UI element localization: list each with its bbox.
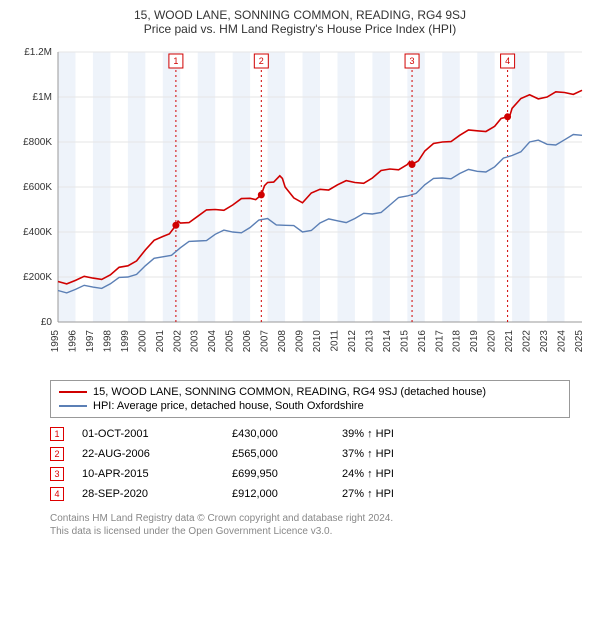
transaction-pct: 37% ↑ HPI bbox=[342, 448, 462, 460]
svg-text:2004: 2004 bbox=[207, 330, 218, 353]
svg-text:1998: 1998 bbox=[102, 330, 113, 353]
legend-row: 15, WOOD LANE, SONNING COMMON, READING, … bbox=[59, 385, 561, 399]
legend-row: HPI: Average price, detached house, Sout… bbox=[59, 399, 561, 413]
svg-text:1997: 1997 bbox=[85, 330, 96, 353]
svg-text:2012: 2012 bbox=[347, 330, 358, 353]
transaction-marker: 1 bbox=[50, 427, 64, 441]
footer-attribution: Contains HM Land Registry data © Crown c… bbox=[50, 512, 570, 538]
legend-label: HPI: Average price, detached house, Sout… bbox=[93, 400, 364, 412]
svg-text:1996: 1996 bbox=[67, 330, 78, 353]
transaction-row: 3 10-APR-2015£699,95024% ↑ HPI bbox=[50, 464, 570, 484]
svg-text:£400K: £400K bbox=[23, 227, 52, 238]
svg-text:3: 3 bbox=[410, 56, 415, 66]
transaction-price: £565,000 bbox=[232, 448, 342, 460]
svg-text:2013: 2013 bbox=[364, 330, 375, 353]
price-chart: £0 £200K £400K £600K £800K £1M £1.2M 1995 1996 19… bbox=[10, 42, 590, 372]
svg-text:£800K: £800K bbox=[23, 137, 52, 148]
footer-line-2: This data is licensed under the Open Gov… bbox=[50, 525, 570, 538]
title-line-2: Price paid vs. HM Land Registry's House … bbox=[10, 22, 590, 36]
svg-text:2000: 2000 bbox=[137, 330, 148, 353]
title-line-1: 15, WOOD LANE, SONNING COMMON, READING, … bbox=[10, 8, 590, 22]
svg-text:£1.2M: £1.2M bbox=[24, 47, 52, 58]
svg-text:2021: 2021 bbox=[504, 330, 515, 353]
svg-text:2018: 2018 bbox=[452, 330, 463, 353]
svg-text:2: 2 bbox=[259, 56, 264, 66]
transaction-marker: 3 bbox=[50, 467, 64, 481]
transaction-price: £699,950 bbox=[232, 468, 342, 480]
svg-text:2003: 2003 bbox=[190, 330, 201, 353]
svg-text:£200K: £200K bbox=[23, 272, 52, 283]
svg-text:2014: 2014 bbox=[382, 330, 393, 353]
svg-text:2024: 2024 bbox=[557, 330, 568, 353]
legend-swatch bbox=[59, 405, 87, 407]
svg-text:£1M: £1M bbox=[33, 92, 52, 103]
svg-text:2023: 2023 bbox=[539, 330, 550, 353]
transaction-date: 22-AUG-2006 bbox=[82, 448, 232, 460]
svg-text:2001: 2001 bbox=[155, 330, 166, 353]
legend-swatch bbox=[59, 391, 87, 393]
transaction-row: 2 22-AUG-2006£565,00037% ↑ HPI bbox=[50, 444, 570, 464]
svg-text:2002: 2002 bbox=[172, 330, 183, 353]
chart-svg: £0 £200K £400K £600K £800K £1M £1.2M 1995 1996 19… bbox=[10, 42, 590, 372]
svg-text:2009: 2009 bbox=[295, 330, 306, 353]
svg-text:2005: 2005 bbox=[225, 330, 236, 353]
transactions-table: 1 01-OCT-2001£430,00039% ↑ HPI 2 22-AUG-200… bbox=[50, 424, 570, 504]
transaction-pct: 27% ↑ HPI bbox=[342, 488, 462, 500]
svg-text:£600K: £600K bbox=[23, 182, 52, 193]
transaction-marker: 2 bbox=[50, 447, 64, 461]
transaction-marker: 4 bbox=[50, 487, 64, 501]
transaction-pct: 39% ↑ HPI bbox=[342, 428, 462, 440]
transaction-price: £912,000 bbox=[232, 488, 342, 500]
transaction-date: 28-SEP-2020 bbox=[82, 488, 232, 500]
svg-text:2017: 2017 bbox=[434, 330, 445, 353]
svg-text:1995: 1995 bbox=[50, 330, 61, 353]
svg-text:2022: 2022 bbox=[522, 330, 533, 353]
legend: 15, WOOD LANE, SONNING COMMON, READING, … bbox=[50, 380, 570, 418]
svg-text:2011: 2011 bbox=[329, 330, 340, 352]
svg-text:1999: 1999 bbox=[120, 330, 131, 353]
transaction-date: 01-OCT-2001 bbox=[82, 428, 232, 440]
svg-text:2007: 2007 bbox=[260, 330, 271, 353]
svg-text:2006: 2006 bbox=[242, 330, 253, 353]
transaction-price: £430,000 bbox=[232, 428, 342, 440]
legend-label: 15, WOOD LANE, SONNING COMMON, READING, … bbox=[93, 386, 486, 398]
svg-text:4: 4 bbox=[505, 56, 510, 66]
svg-text:2010: 2010 bbox=[312, 330, 323, 353]
svg-text:2008: 2008 bbox=[277, 330, 288, 353]
chart-container: 15, WOOD LANE, SONNING COMMON, READING, … bbox=[0, 0, 600, 546]
svg-text:2016: 2016 bbox=[417, 330, 428, 353]
svg-text:2015: 2015 bbox=[399, 330, 410, 353]
transaction-date: 10-APR-2015 bbox=[82, 468, 232, 480]
svg-text:£0: £0 bbox=[41, 317, 53, 328]
transaction-row: 1 01-OCT-2001£430,00039% ↑ HPI bbox=[50, 424, 570, 444]
svg-text:2019: 2019 bbox=[469, 330, 480, 353]
svg-text:1: 1 bbox=[173, 56, 178, 66]
footer-line-1: Contains HM Land Registry data © Crown c… bbox=[50, 512, 570, 525]
transaction-pct: 24% ↑ HPI bbox=[342, 468, 462, 480]
svg-text:2025: 2025 bbox=[574, 330, 585, 353]
svg-text:2020: 2020 bbox=[487, 330, 498, 353]
transaction-row: 4 28-SEP-2020£912,00027% ↑ HPI bbox=[50, 484, 570, 504]
